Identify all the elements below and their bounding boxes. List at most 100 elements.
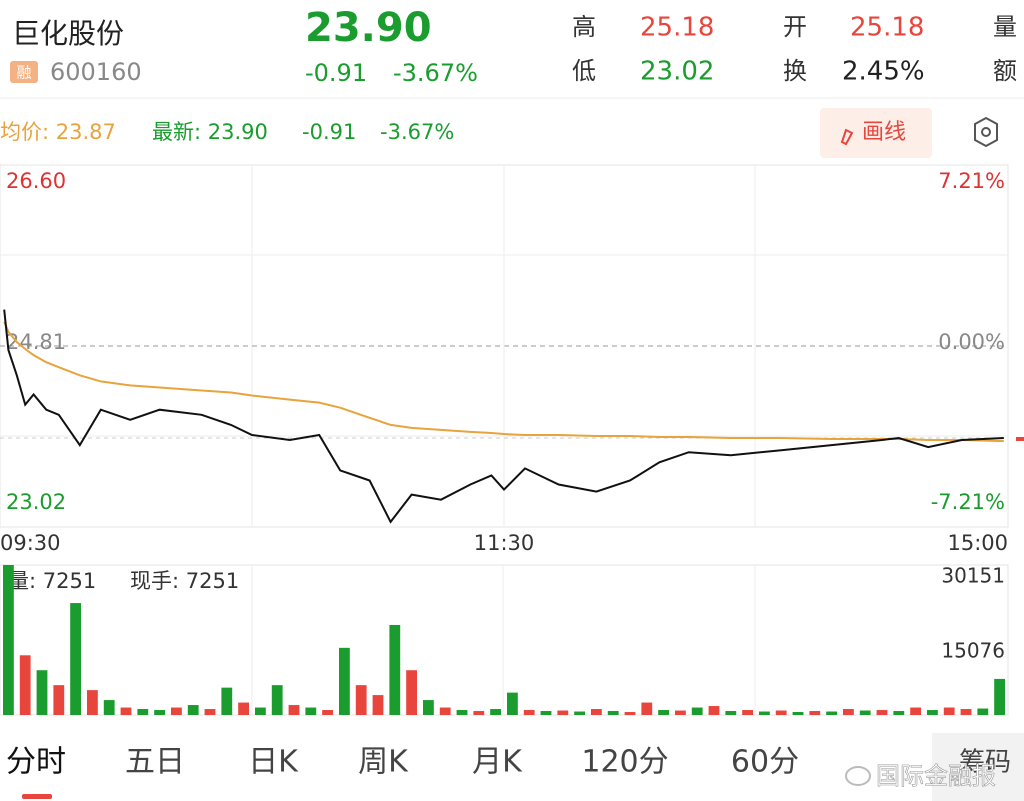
watermark: 国际金融报 [876, 762, 996, 790]
volume-bar [557, 710, 569, 715]
volume-bar [322, 710, 333, 715]
volume-bar [641, 702, 653, 715]
change-pct: -3.67% [393, 59, 478, 87]
volume-bar [36, 670, 48, 715]
volume-bar [607, 711, 619, 715]
volume-bar [53, 685, 65, 715]
volume-bar [406, 670, 417, 715]
chips-button-bg[interactable] [932, 733, 1024, 801]
y2-tick-label: 0.00% [938, 330, 1005, 354]
y2-tick-label: -7.21% [931, 490, 1005, 514]
volume-bar [792, 712, 804, 715]
volume-bar [456, 710, 468, 715]
volume-bar [255, 707, 266, 715]
volume-bar [809, 711, 821, 715]
stat-label: 换 [783, 57, 807, 85]
badge-bg [10, 61, 38, 83]
volume-bar [977, 708, 989, 715]
volume-bar [658, 710, 669, 715]
y-tick-label: 24.81 [6, 330, 66, 354]
volume-bar [305, 707, 317, 715]
volume-bar [943, 707, 955, 715]
settings-icon-dot [981, 127, 991, 137]
volume-bar [775, 710, 787, 715]
volume-bar [87, 690, 98, 715]
volume-bar [423, 700, 434, 715]
volume-bar [675, 710, 686, 715]
volume-tick-label: 15076 [941, 638, 1005, 662]
avg-line [3, 321, 1004, 443]
watermark-icon [845, 766, 871, 786]
stat-label: 低 [572, 57, 596, 85]
tab[interactable]: 周K [358, 745, 409, 780]
volume-bar [725, 711, 737, 715]
tab[interactable]: 月K [472, 745, 523, 780]
volume-bar [103, 700, 115, 715]
volume-bar [389, 624, 401, 715]
volume-bar [960, 709, 972, 715]
y2-tick-label: 7.21% [938, 169, 1005, 193]
volume-bar [204, 709, 216, 715]
volume-bar [238, 702, 249, 715]
volume-bar [372, 695, 384, 715]
draw-button[interactable]: 画线 [862, 120, 906, 145]
volume-bar [893, 711, 905, 715]
volume-bar [927, 710, 938, 715]
volume-bar [490, 709, 501, 715]
info-change-pct: -3.67% [380, 120, 454, 144]
volume-bar [154, 710, 165, 715]
y-tick-label: 26.60 [6, 169, 66, 193]
volume-bar [70, 603, 81, 715]
badge: 融 [16, 64, 31, 82]
volume-bar [288, 705, 300, 715]
volume-bar [171, 707, 182, 715]
volume-bar [187, 705, 199, 715]
stock-code: 600160 [50, 58, 142, 86]
volume-bar [591, 709, 602, 715]
volume-bar [473, 711, 485, 715]
volume-bar [355, 685, 367, 715]
tab[interactable]: 分时 [6, 745, 66, 780]
stat-value: 25.18 [640, 13, 714, 43]
volume-bar [221, 687, 233, 715]
pen-icon [840, 128, 854, 146]
tab[interactable]: 日K [248, 745, 299, 780]
volume-bar [691, 707, 703, 715]
volume-bar [574, 711, 585, 715]
y-tick-label: 23.02 [6, 490, 66, 514]
volume-bar [271, 685, 283, 715]
stat-label: 量 [993, 13, 1017, 41]
latest-label: 最新: 23.90 [152, 120, 268, 144]
hand-label: 现手: 7251 [130, 569, 239, 593]
volume-bar [876, 710, 888, 715]
tab[interactable]: 五日 [125, 745, 185, 780]
volume-bar [137, 709, 149, 715]
tab[interactable]: 60分 [731, 745, 799, 780]
volume-label: 量: 7251 [8, 569, 96, 593]
draw-button-bg[interactable] [820, 108, 932, 158]
stat-label: 开 [783, 13, 807, 41]
stat-value: 23.02 [640, 57, 714, 87]
stat-value: 2.45% [842, 57, 925, 87]
chips-button[interactable]: 筹码 [959, 748, 1011, 778]
price-line [3, 309, 1004, 524]
volume-bar [826, 711, 837, 715]
volume-bar [742, 710, 753, 715]
stat-label: 额 [993, 57, 1017, 85]
volume-bar [759, 711, 770, 715]
volume-frame [0, 564, 1009, 716]
tab[interactable]: 120分 [581, 745, 668, 780]
x-tick-label: 11:30 [474, 531, 535, 555]
tab-underline [22, 794, 52, 799]
avg-label: 均价: 23.87 [0, 120, 116, 144]
settings-icon[interactable] [974, 116, 998, 148]
volume-bar [843, 709, 854, 715]
volume-bar [339, 647, 350, 715]
volume-bar [3, 565, 14, 715]
volume-bar [120, 707, 132, 715]
volume-tick-label: 30151 [941, 564, 1005, 588]
x-tick-label: 09:30 [0, 531, 61, 555]
volume-bar [859, 710, 871, 715]
